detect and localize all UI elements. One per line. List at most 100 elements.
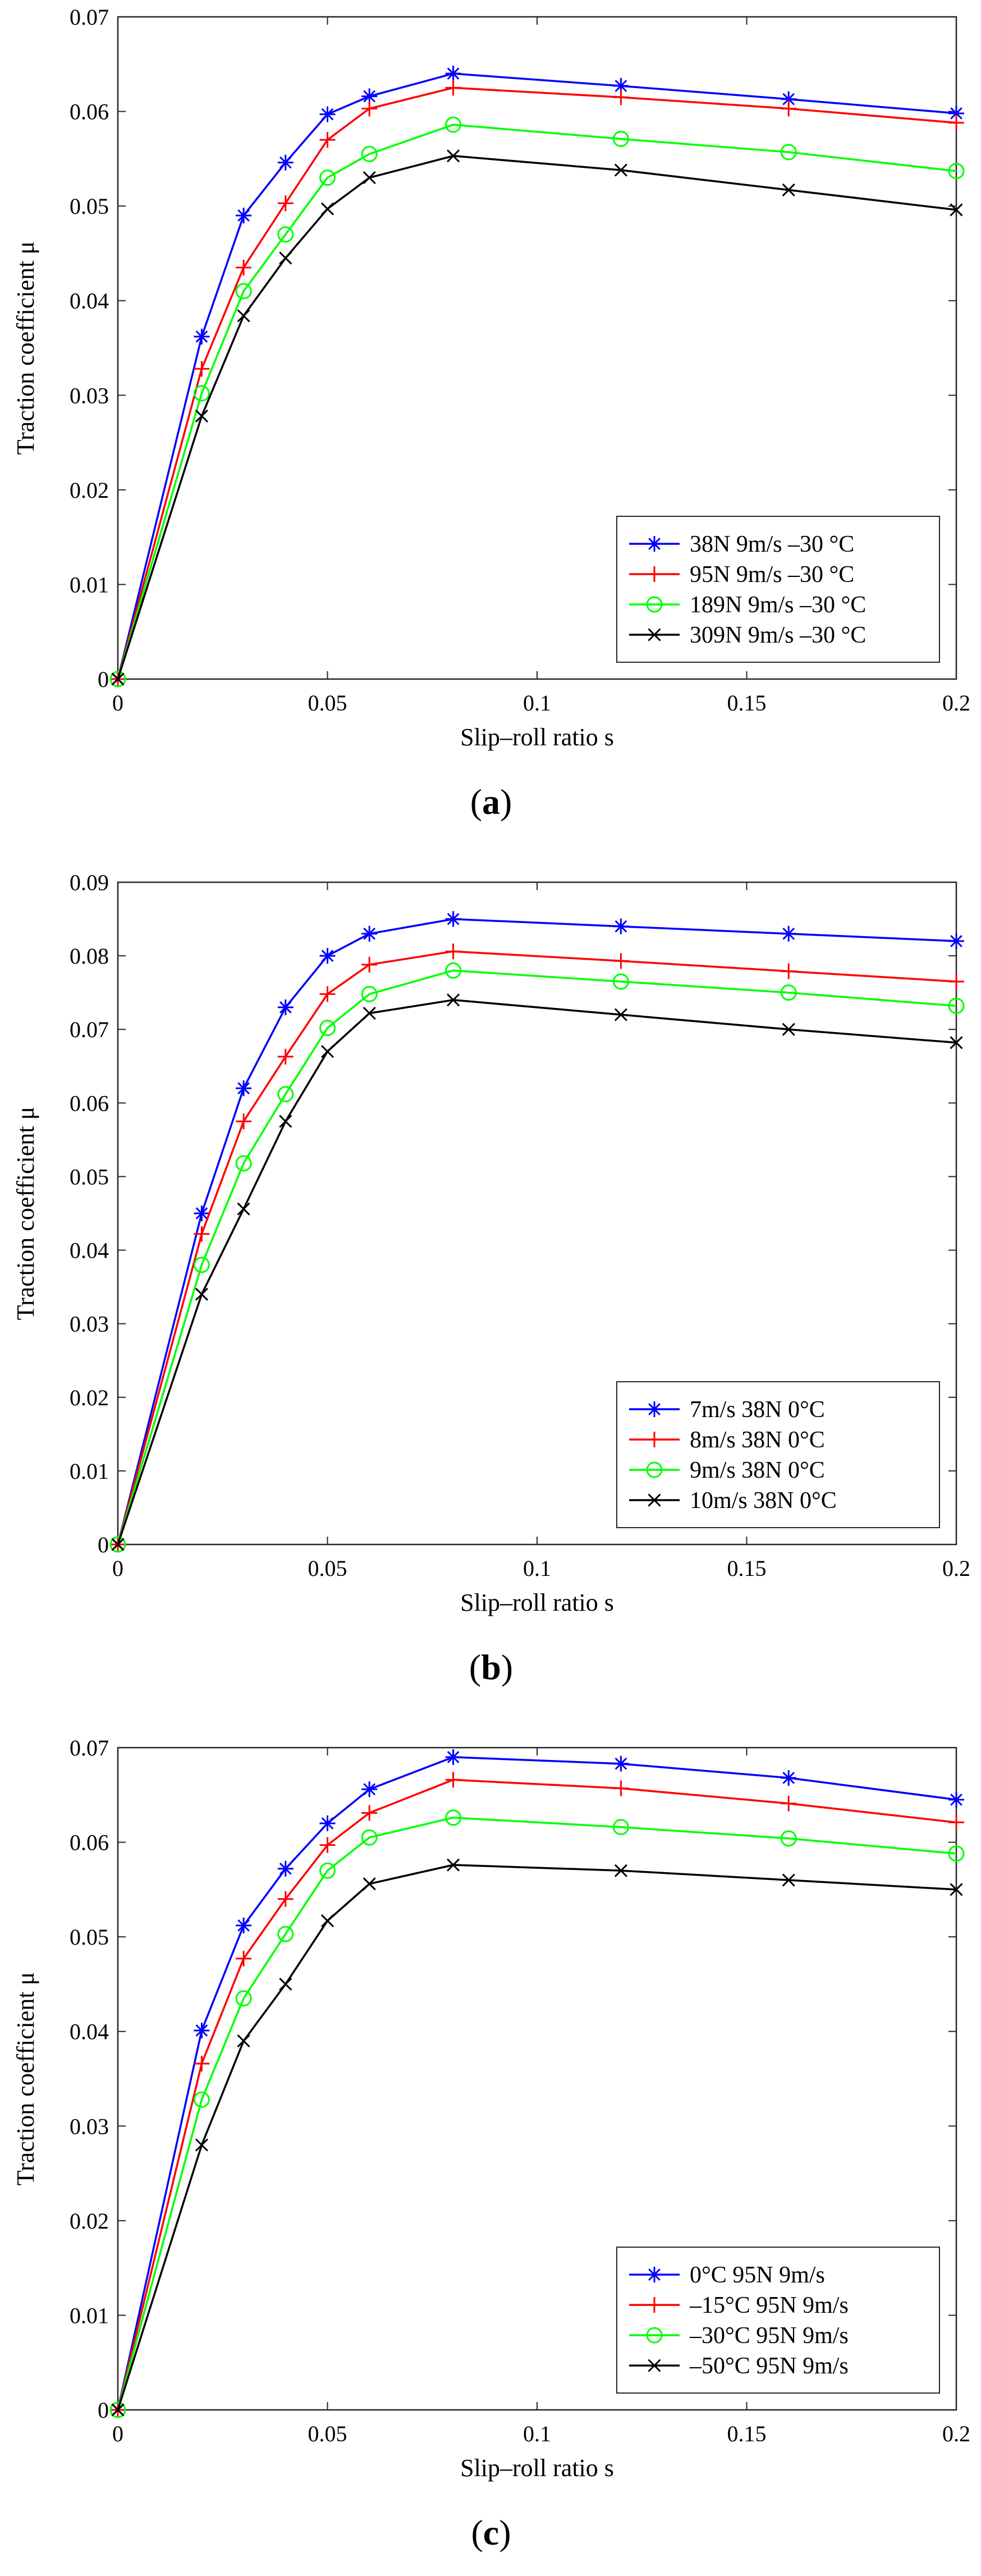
data-point [948,105,964,121]
data-point [319,986,336,1002]
data-point [782,1023,795,1036]
x-tick-label: 0.1 [523,690,551,716]
data-point [279,1977,292,1991]
legend-label: 8m/s 38N 0°C [690,1427,825,1453]
data-point [319,948,336,964]
legend-marker [647,1401,662,1417]
x-tick-label: 0 [112,2421,123,2446]
data-point [319,1837,336,1853]
y-tick-label: 0.03 [70,2114,109,2139]
chart-panel-a: 0 0.05 0.1 0.15 0.2 0 0.01 0.02 0.03 0.04 0.05 0.06… [12,4,970,822]
data-point [320,1914,334,1928]
data-point [445,943,461,960]
series-line [117,1756,957,2410]
y-axis-label: Traction coefficient μ [12,1107,39,1320]
y-tick-label: 0 [98,667,109,692]
series-0 [110,1749,964,2418]
data-point [614,163,627,177]
legend-label: –50°C 95N 9m/s [689,2353,849,2379]
data-point [445,1809,462,1826]
data-point [445,116,462,133]
panel-letter: c [483,2513,499,2552]
chart-panel-c: 0 0.05 0.1 0.15 0.2 0 0.01 0.02 0.03 0.04 0.05 0.06… [12,1735,970,2552]
data-point [781,1795,797,1812]
legend-marker [646,1461,663,1478]
data-point [445,1749,461,1765]
legend-marker [647,2267,662,2282]
legend-marker [648,2359,661,2372]
data-point [319,1862,336,1879]
data-point [781,925,797,942]
data-point [111,672,125,686]
legend-label: 7m/s 38N 0°C [690,1397,825,1423]
data-point [279,251,292,265]
y-tick-label: 0.07 [70,1735,109,1761]
data-point [319,1020,336,1037]
panel-label: (a) [470,782,512,822]
data-point [194,1226,210,1242]
y-tick-label: 0.04 [70,1238,109,1263]
panel-label: (c) [471,2513,511,2552]
legend: 0°C 95N 9m/s –15°C 95N 9m/s –30°C 95N 9m/s… [616,2247,940,2394]
data-point [363,1877,376,1891]
x-tick-label: 0.05 [308,1556,347,1581]
data-point [361,100,378,117]
y-tick-label: 0.02 [70,1385,109,1410]
legend-marker [646,596,663,613]
data-point [447,149,460,163]
data-point [111,2403,125,2417]
legend-marker [647,536,662,552]
data-point [782,1873,795,1887]
data-point [612,1819,629,1836]
legend-label: 309N 9m/s –30 °C [690,622,866,648]
y-tick-label: 0.08 [70,943,109,969]
chart-panel-b: 0 0.05 0.1 0.15 0.2 0 0.01 0.02 0.03 0.04 0.05 0.06… [12,870,970,1687]
y-tick-label: 0.01 [70,2303,109,2328]
data-point [613,1755,629,1772]
y-axis-label: Traction coefficient μ [12,1972,39,2185]
data-point [236,1917,252,1933]
data-point [447,1858,460,1872]
y-tick-label: 0.06 [70,1090,109,1116]
y-tick-label: 0.09 [70,870,109,895]
data-point [445,911,461,927]
data-point [781,91,797,107]
series-3 [111,993,963,1551]
series-1 [110,943,964,1552]
data-point [445,80,461,96]
x-tick-label: 0.15 [727,1556,767,1581]
data-point [319,1815,336,1831]
x-tick-label: 0.1 [523,1556,551,1581]
data-point [277,1860,294,1877]
data-point [195,2138,208,2152]
data-point [614,1864,627,1877]
y-tick-label: 0.05 [70,1164,109,1189]
data-point [319,106,336,122]
legend-box [616,516,940,663]
x-tick-label: 0 [112,690,123,716]
data-point [237,1202,250,1216]
data-point [612,973,629,990]
data-point [319,132,336,148]
data-point [235,1990,252,2007]
data-point [363,1006,376,1020]
series-line [117,86,957,680]
data-point [235,1155,252,1172]
series-3 [111,1858,963,2417]
x-axis-label: Slip–roll ratio s [460,723,614,751]
legend-label: 0°C 95N 9m/s [690,2262,825,2288]
legend-label: 9m/s 38N 0°C [690,1457,825,1483]
data-point [361,986,378,1002]
data-point [948,974,964,989]
series-1 [110,80,964,687]
x-tick-label: 0.2 [942,2421,970,2446]
data-point [236,208,252,223]
y-tick-label: 0.01 [70,1459,109,1484]
x-tick-label: 0.05 [308,690,347,716]
series-line [117,950,957,1545]
series-0 [110,66,964,687]
data-point [361,1829,378,1846]
data-point [194,328,210,345]
x-tick-label: 0 [112,1556,123,1581]
y-tick-label: 0.01 [70,572,109,597]
